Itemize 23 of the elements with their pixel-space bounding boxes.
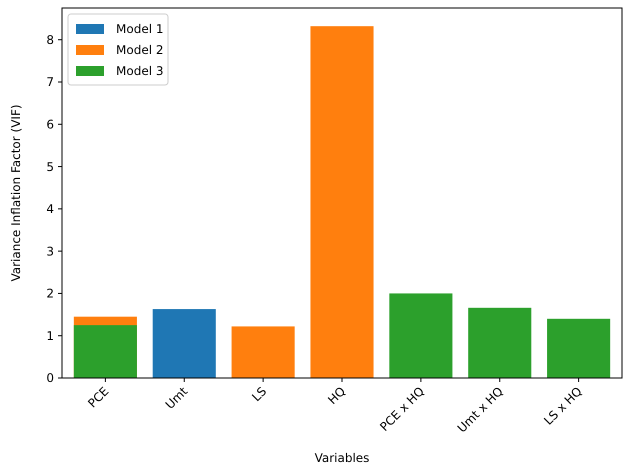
x-tick-label: HQ bbox=[325, 384, 348, 408]
bar bbox=[547, 318, 610, 378]
bar bbox=[310, 26, 374, 378]
x-axis-title: Variables bbox=[314, 451, 370, 465]
y-tick-label: 4 bbox=[46, 202, 54, 216]
bar bbox=[232, 326, 295, 378]
y-tick-label: 6 bbox=[46, 117, 54, 132]
y-tick-label: 3 bbox=[46, 244, 54, 258]
legend-label: Model 1 bbox=[116, 22, 164, 36]
y-tick-label: 2 bbox=[46, 286, 54, 301]
y-axis-title: Variance Inflation Factor (VIF) bbox=[9, 104, 23, 282]
y-tick-label: 0 bbox=[46, 371, 54, 386]
y-tick-label: 7 bbox=[46, 75, 54, 90]
bar bbox=[468, 308, 532, 378]
x-tick-label: LS x HQ bbox=[541, 384, 585, 428]
x-tick-label: LS bbox=[249, 384, 270, 404]
legend-label: Model 3 bbox=[116, 64, 164, 78]
legend-label: Model 2 bbox=[116, 43, 164, 58]
bar bbox=[152, 309, 216, 378]
y-tick-label: 8 bbox=[46, 32, 54, 47]
bar bbox=[389, 293, 452, 378]
y-tick-label: 1 bbox=[46, 328, 54, 343]
y-tick-label: 5 bbox=[46, 160, 54, 174]
